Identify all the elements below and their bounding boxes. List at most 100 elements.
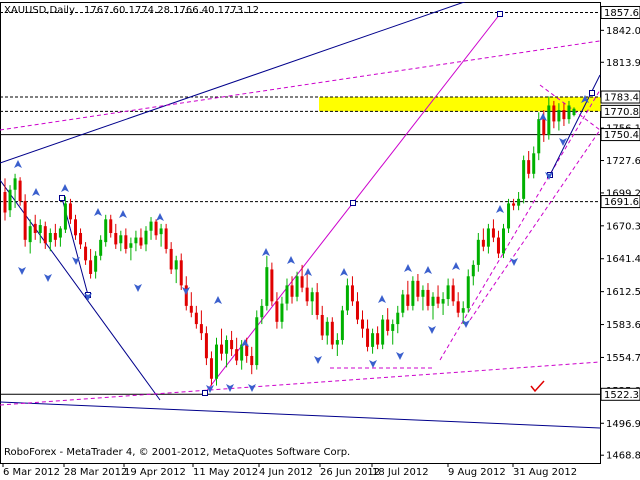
y-tick-label: 1641.40 <box>606 254 640 265</box>
candle <box>371 328 375 354</box>
candle <box>451 278 455 306</box>
candle-body <box>3 192 7 213</box>
fractal-down-arrow <box>369 360 377 368</box>
fractal-down-arrow <box>226 384 234 392</box>
candle-body <box>330 321 334 345</box>
candle <box>240 340 244 370</box>
candle <box>315 283 319 320</box>
candle <box>290 276 294 304</box>
candle <box>345 278 349 315</box>
fractal-down-arrow <box>18 267 26 275</box>
candle-body <box>542 119 546 136</box>
candle <box>330 317 334 350</box>
candle-body <box>290 285 294 297</box>
candle-body <box>310 292 314 302</box>
chart-footer: RoboForex - MetaTrader 4, © 2001-2012, M… <box>4 447 350 458</box>
candle <box>527 151 531 179</box>
candle-body <box>340 310 344 341</box>
price-label-box <box>600 387 640 401</box>
candle-body <box>537 119 541 154</box>
candle-body <box>104 219 108 243</box>
candle-body <box>220 344 224 354</box>
candle <box>104 214 108 247</box>
fractal-down-arrow <box>545 172 553 180</box>
candle <box>557 103 561 131</box>
pivot-marker <box>350 200 356 206</box>
pivot-marker <box>202 390 208 396</box>
candle <box>250 346 254 375</box>
candle-body <box>58 228 62 238</box>
price-label-box <box>600 5 640 19</box>
candle-body <box>204 333 208 359</box>
candle-body <box>325 321 329 336</box>
candle <box>114 223 118 249</box>
candle-body <box>451 285 455 302</box>
fractal-up-arrow <box>496 205 504 213</box>
x-tick-label: 18 Jul 2012 <box>372 467 429 478</box>
fractal-down-arrow <box>44 274 52 282</box>
chart-header: XAUUSD,Daily 1767.60 1774.28 1766.40 177… <box>4 5 259 16</box>
fractal-up-arrow <box>424 266 432 274</box>
candle <box>159 223 163 247</box>
price-label: 1857.67 <box>604 8 640 19</box>
candle-body <box>391 324 395 331</box>
candle-body <box>466 276 470 309</box>
candle <box>3 178 7 221</box>
fractal-up-arrow <box>156 213 164 221</box>
candle-body <box>260 305 264 318</box>
candle <box>461 301 465 325</box>
candle-body <box>164 228 168 249</box>
pivot-marker <box>497 11 503 17</box>
fractal-down-arrow <box>462 320 470 328</box>
candle <box>411 276 415 311</box>
trend-line <box>439 89 601 361</box>
candle-body <box>28 226 32 243</box>
candle-body <box>547 105 551 136</box>
candle-body <box>250 355 254 366</box>
candle <box>507 198 511 233</box>
candle-body <box>416 280 420 297</box>
y-tick-label: 1813.95 <box>606 58 640 69</box>
x-tick-label: 11 May 2012 <box>193 467 258 478</box>
candle-body <box>124 235 128 249</box>
candle-body <box>280 303 284 322</box>
trend-line <box>0 361 601 406</box>
candle <box>94 251 98 279</box>
candle <box>124 228 128 254</box>
candle-body <box>345 285 349 311</box>
candle-body <box>517 198 521 206</box>
candle-body <box>114 233 118 245</box>
candle <box>456 292 460 318</box>
candle-body <box>305 287 309 302</box>
fractal-up-arrow <box>32 188 40 196</box>
y-tick-label: 1670.30 <box>606 221 640 232</box>
candle <box>481 228 485 252</box>
fractal-down-arrow <box>314 356 322 364</box>
candle <box>300 264 304 293</box>
x-tick-label: 31 Aug 2012 <box>513 467 577 478</box>
candle-body <box>149 221 153 231</box>
candle <box>265 255 269 311</box>
candle <box>230 330 234 356</box>
candle-body <box>154 221 158 236</box>
candle <box>23 194 27 247</box>
candle-body <box>275 301 279 322</box>
candle <box>486 223 490 254</box>
fractal-up-arrow <box>304 268 312 276</box>
candle <box>441 292 445 315</box>
candle-body <box>99 239 103 256</box>
candle-body <box>84 246 88 261</box>
candle <box>119 230 123 252</box>
candle <box>431 292 435 320</box>
candle-body <box>320 314 324 336</box>
candle-body <box>13 178 17 190</box>
candle <box>169 242 173 274</box>
candle-body <box>562 110 566 120</box>
x-tick-label: 6 Mar 2012 <box>3 467 60 478</box>
trend-line <box>0 2 466 164</box>
candle <box>426 283 430 311</box>
candle-body <box>43 226 47 244</box>
chart-ohlc: 1767.60 1774.28 1766.40 1773.12 <box>84 5 259 16</box>
candle-body <box>371 333 375 347</box>
candle <box>401 289 405 318</box>
